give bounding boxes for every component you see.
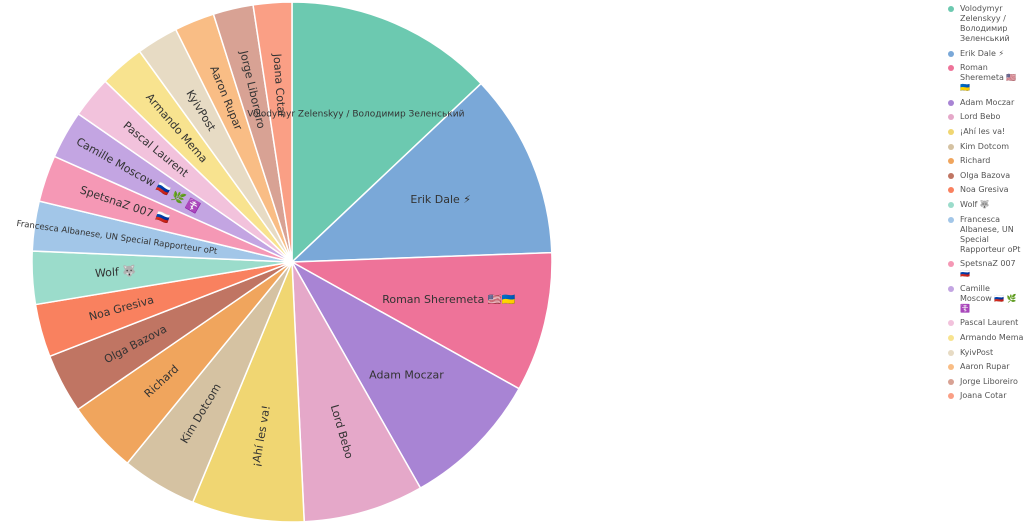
legend-label: Roman Sheremeta 🇺🇸🇺🇦 xyxy=(960,63,1017,93)
legend-swatch xyxy=(948,378,954,385)
pie-chart: Volodymyr Zelenskyy / Володимир Зеленськ… xyxy=(16,1,553,523)
legend-swatch xyxy=(948,349,954,356)
pie-slice xyxy=(290,82,553,263)
legend-label: Armando Mema xyxy=(960,332,1024,342)
legend-label: Wolf 🐺 xyxy=(960,199,990,209)
slice-label: Wolf 🐺 xyxy=(95,265,137,281)
legend-item[interactable]: Wolf 🐺 xyxy=(948,200,1024,210)
pie-slice xyxy=(291,261,422,523)
legend-swatch xyxy=(948,334,954,341)
legend-label: Kim Dotcom xyxy=(960,141,1010,151)
legend-item[interactable]: Aaron Rupar xyxy=(948,362,1024,372)
legend-swatch xyxy=(948,172,954,179)
legend-label: KyivPost xyxy=(960,347,994,357)
pie-slice xyxy=(289,251,553,390)
legend-label: Aaron Rupar xyxy=(960,362,1010,372)
legend-item[interactable]: SpetsnaZ 007 🇷🇺 xyxy=(948,259,1024,279)
legend: Volodymyr Zelenskyy / Володимир Зеленськ… xyxy=(948,4,1024,406)
legend-label: Francesca Albanese, UN Special Rapporteu… xyxy=(960,214,1021,254)
legend-item[interactable]: ¡Ahí les va! xyxy=(948,127,1024,137)
legend-item[interactable]: Lord Bebo xyxy=(948,112,1024,122)
slice-label: Volodymyr Zelenskyy / Володимир Зеленськ… xyxy=(247,109,464,119)
legend-swatch xyxy=(948,201,954,208)
legend-item[interactable]: Adam Moczar xyxy=(948,98,1024,108)
legend-swatch xyxy=(948,158,954,165)
legend-label: Richard xyxy=(960,156,991,166)
legend-item[interactable]: Jorge Liboreiro xyxy=(948,377,1024,387)
pie-slice xyxy=(291,1,483,264)
legend-item[interactable]: Kim Dotcom xyxy=(948,142,1024,152)
legend-label: Volodymyr Zelenskyy / Володимир Зеленськ… xyxy=(960,4,1010,43)
slice-label: Joana Cotar xyxy=(270,52,288,118)
legend-item[interactable]: Erik Dale ⚡ xyxy=(948,49,1024,59)
legend-item[interactable]: Richard xyxy=(948,156,1024,166)
legend-swatch xyxy=(948,216,954,223)
legend-swatch xyxy=(948,50,954,57)
legend-swatch xyxy=(948,99,954,106)
legend-label: Jorge Liboreiro xyxy=(960,376,1018,386)
legend-label: Olga Bazova xyxy=(960,170,1011,180)
legend-item[interactable]: Olga Bazova xyxy=(948,171,1024,181)
legend-swatch xyxy=(948,320,954,327)
legend-swatch xyxy=(948,143,954,150)
legend-label: Noa Gresiva xyxy=(960,185,1009,195)
legend-label: Lord Bebo xyxy=(960,112,1001,122)
legend-label: Joana Cotar xyxy=(960,391,1007,401)
legend-item[interactable]: Camille Moscow 🇷🇺 🌿 ☦️ xyxy=(948,284,1024,314)
legend-item[interactable]: Armando Mema xyxy=(948,333,1024,343)
pie-slice xyxy=(290,260,521,490)
slice-label: Roman Sheremeta 🇺🇸🇺🇦 xyxy=(382,293,515,306)
legend-swatch xyxy=(948,65,954,72)
legend-item[interactable]: Pascal Laurent xyxy=(948,318,1024,328)
legend-item[interactable]: Noa Gresiva xyxy=(948,185,1024,195)
pie-slice xyxy=(191,261,305,523)
legend-swatch xyxy=(948,128,954,135)
legend-swatch xyxy=(948,285,954,292)
legend-item[interactable]: Joana Cotar xyxy=(948,391,1024,401)
legend-item[interactable]: KyivPost xyxy=(948,348,1024,358)
legend-swatch xyxy=(948,6,954,12)
pie-slice xyxy=(252,1,293,263)
slice-label: Adam Moczar xyxy=(369,369,444,382)
legend-item[interactable]: Roman Sheremeta 🇺🇸🇺🇦 xyxy=(948,63,1024,93)
legend-label: SpetsnaZ 007 🇷🇺 xyxy=(960,259,1016,279)
legend-swatch xyxy=(948,261,954,268)
legend-label: ¡Ahí les va! xyxy=(960,126,1006,136)
legend-label: Adam Moczar xyxy=(960,97,1015,107)
legend-label: Pascal Laurent xyxy=(960,318,1019,328)
legend-swatch xyxy=(948,114,954,121)
legend-item[interactable]: Francesca Albanese, UN Special Rapporteu… xyxy=(948,215,1024,255)
legend-swatch xyxy=(948,393,954,400)
slice-label: Erik Dale ⚡ xyxy=(410,193,471,206)
legend-swatch xyxy=(948,187,954,194)
legend-item[interactable]: Volodymyr Zelenskyy / Володимир Зеленськ… xyxy=(948,4,1024,44)
legend-swatch xyxy=(948,364,954,371)
legend-label: Erik Dale ⚡ xyxy=(960,48,1005,58)
legend-label: Camille Moscow 🇷🇺 🌿 ☦️ xyxy=(960,283,1017,313)
